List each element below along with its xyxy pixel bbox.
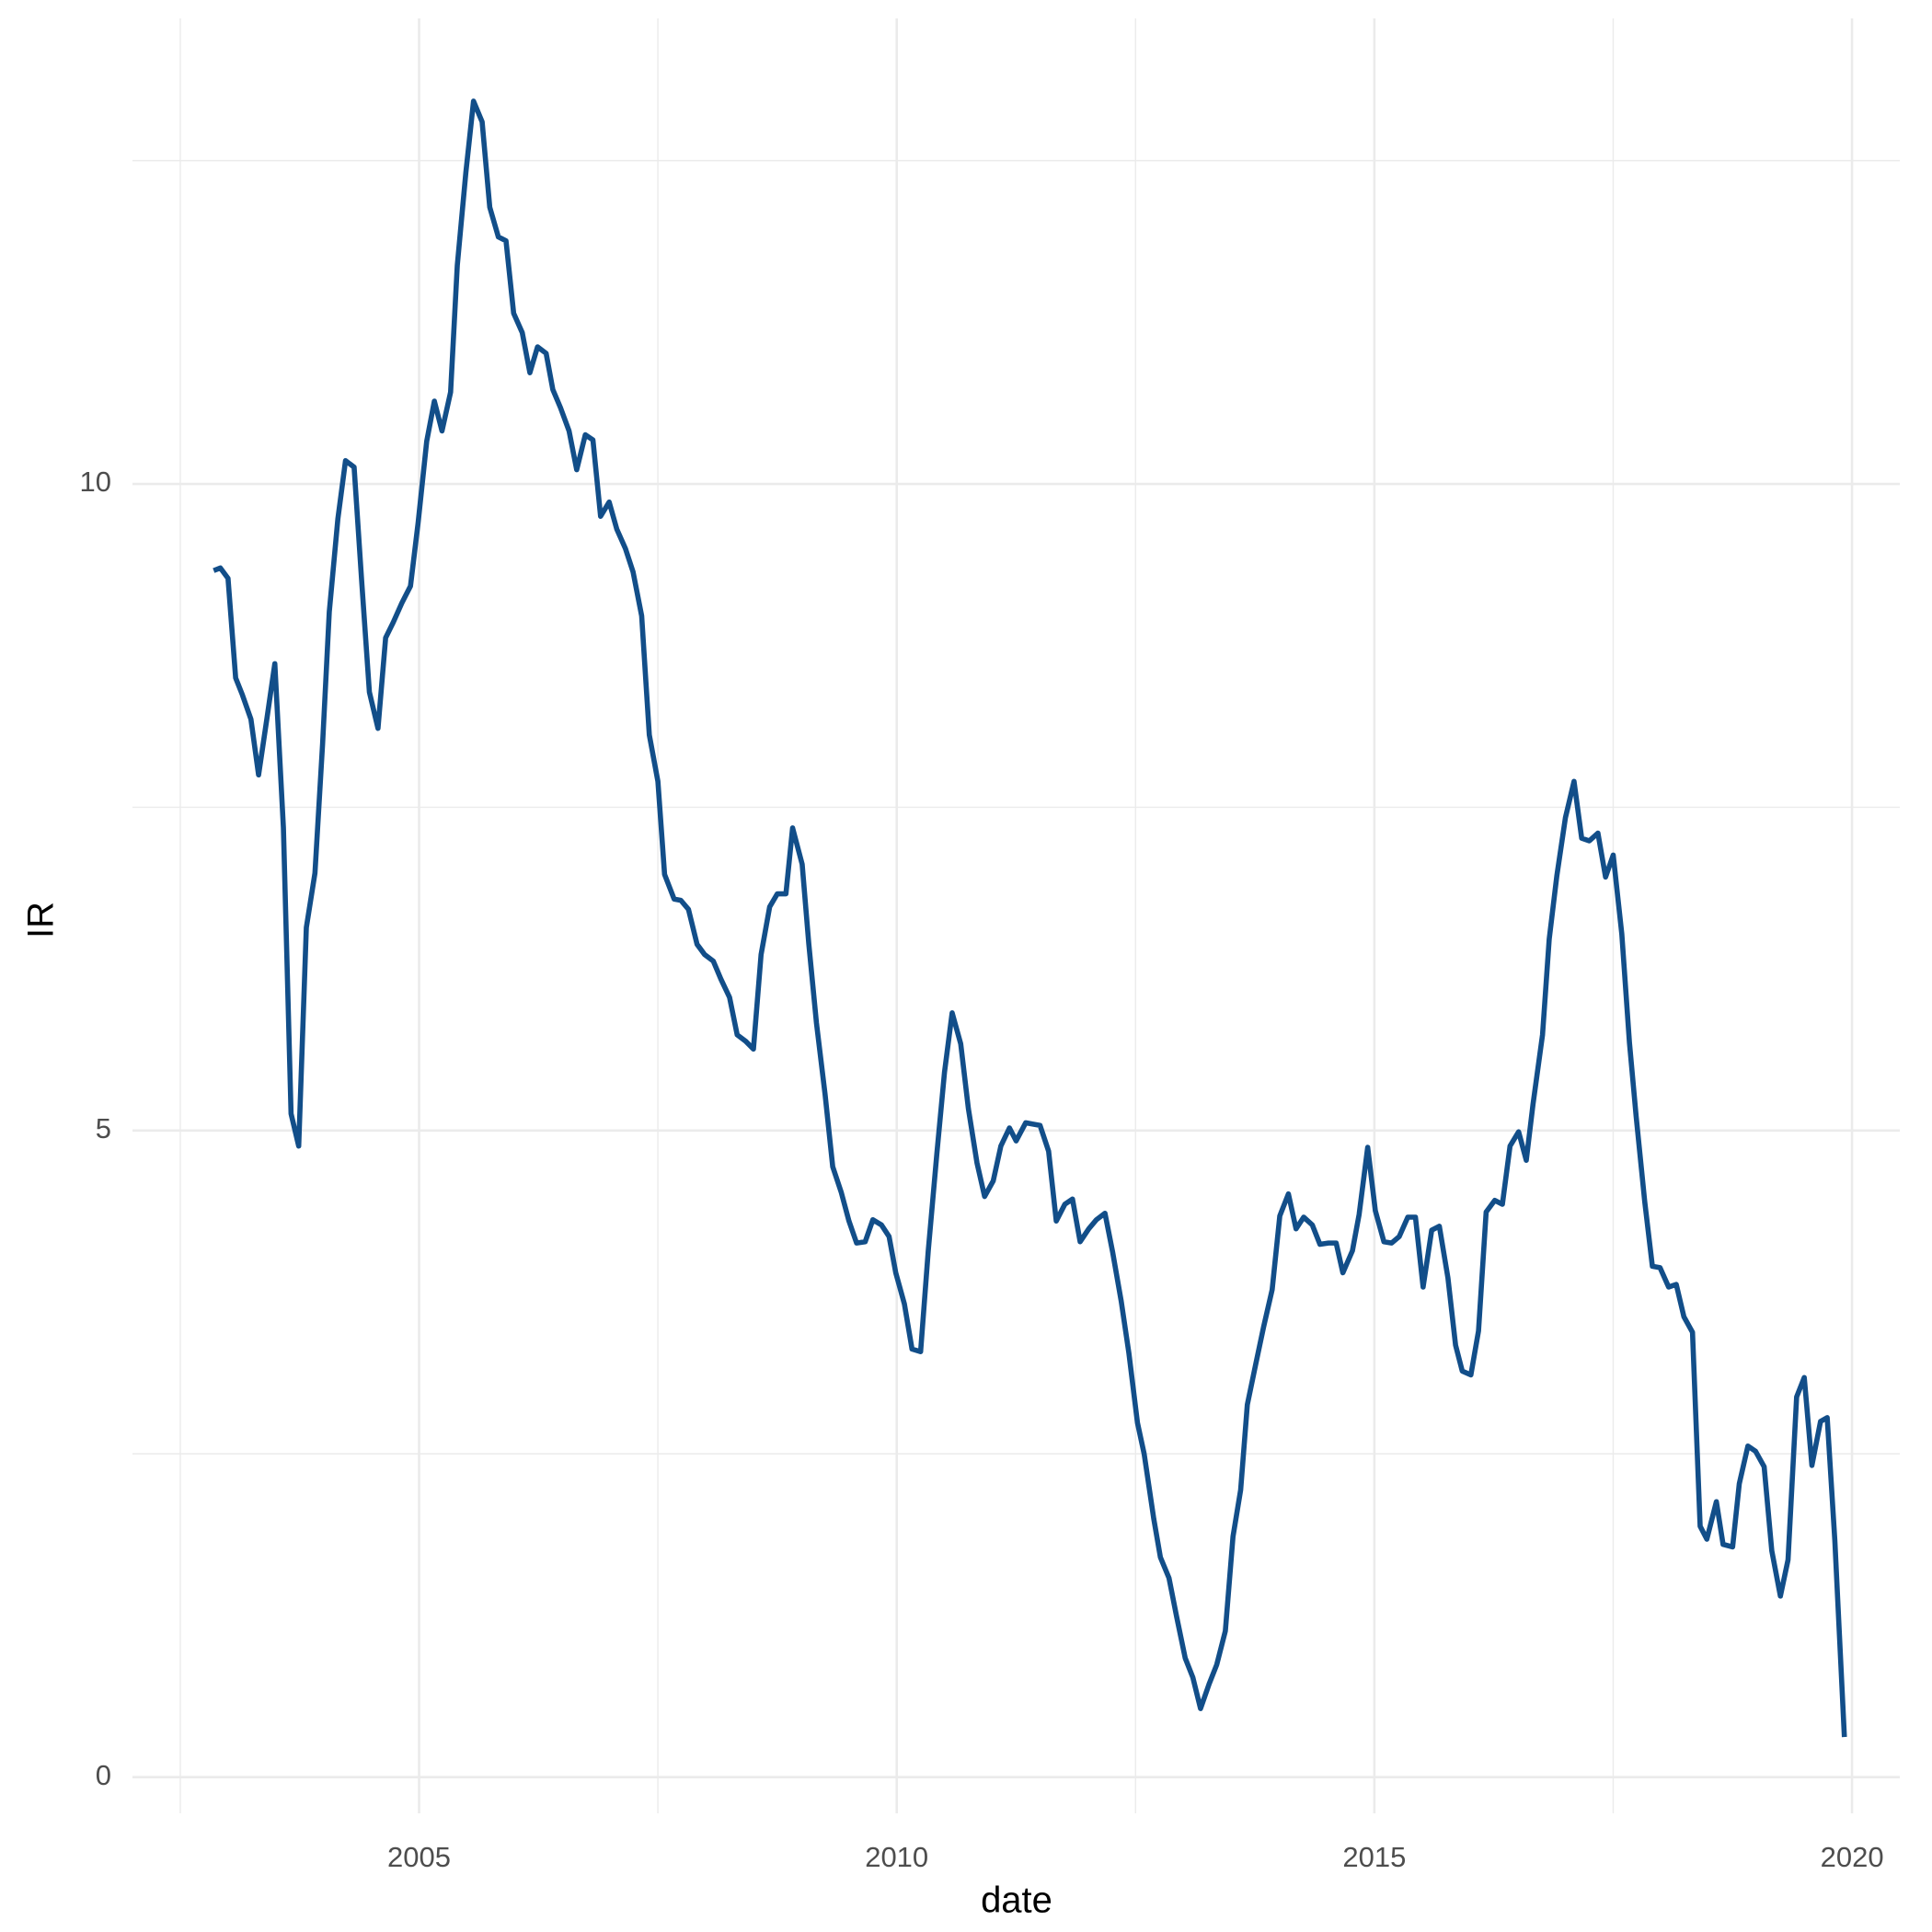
y-tick-label: 10 [80,466,111,498]
y-axis-title: IR [21,902,62,938]
x-tick-label: 2010 [865,1841,928,1873]
plot-area [213,98,1847,1738]
y-tick-label: 5 [96,1112,111,1144]
x-axis-title: date [981,1880,1052,1921]
y-tick-label: 0 [96,1759,111,1791]
x-tick-label: 2015 [1342,1841,1406,1873]
data-line [213,98,1847,1738]
x-tick-label: 2005 [387,1841,451,1873]
grid [132,18,1900,1813]
x-tick-label: 2020 [1821,1841,1884,1873]
